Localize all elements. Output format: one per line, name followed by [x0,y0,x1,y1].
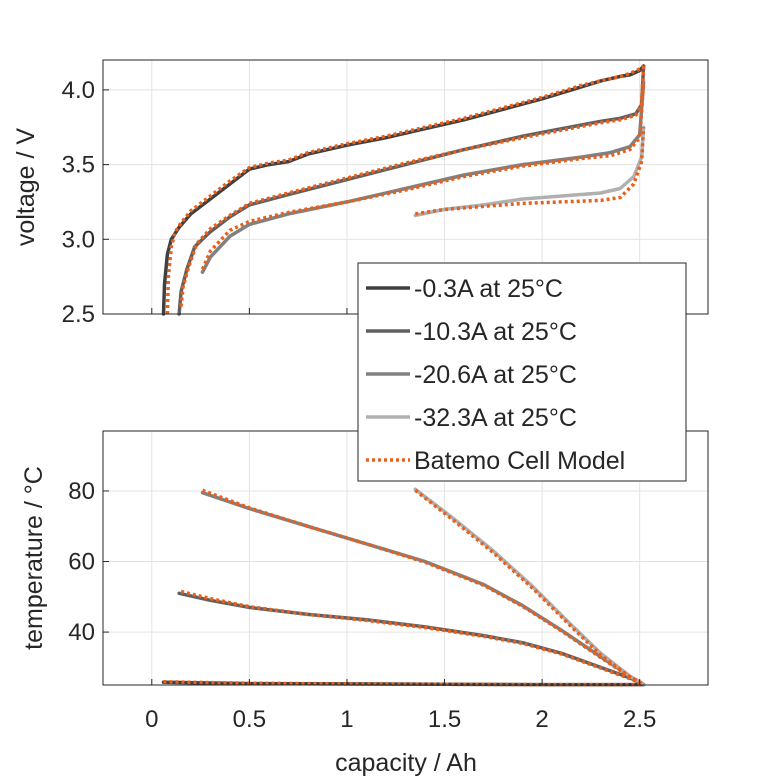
voltage-model-line-3 [200,82,646,270]
x-tick-label: 0.5 [233,706,266,733]
temperature-y-tick-label: 60 [68,549,95,576]
voltage-model-line-1 [165,64,645,315]
temperature-panel: 0 0.5 1 1.5 2 2.5 40 60 80 temperature / °C capa… [20,430,709,777]
temperature-model-line-2 [180,589,645,686]
temperature-model-line-4 [414,488,645,686]
x-tick-label: 2.5 [623,706,656,733]
voltage-series-group [161,64,646,316]
legend-items: -0.3A at 25°C -10.3A at 25°C -20.6A at 25°… [366,275,625,475]
legend-label-0-3a-at-25degc: -0.3A at 25°C [414,275,563,303]
x-tick-label: 2 [535,706,548,733]
temperature-y-tick-label: 40 [68,619,95,646]
temperature-y-axis-label: temperature / °C [20,466,48,650]
voltage-y-tick-label: 2.5 [62,301,95,328]
legend: -0.3A at 25°C -10.3A at 25°C -20.6A at 25°… [357,262,687,482]
voltage-y-axis-label: voltage / V [12,128,40,246]
x-tick-label: 1.5 [428,706,461,733]
voltage-model-line-4 [415,127,646,216]
legend-label-10-3a-at-25degc: -10.3A at 25°C [414,318,577,346]
legend-label-batemo-cell-model: Batemo Cell Model [414,447,625,475]
voltage-y-tick-label: 3.0 [62,226,95,253]
x-tick-label: 1 [340,706,353,733]
capacity-x-axis-label: capacity / Ah [335,749,477,777]
x-tick-label: 0 [145,706,158,733]
legend-box [357,262,687,482]
temperature-y-tick-label: 80 [68,478,95,505]
voltage-y-tick-label: 4.0 [62,77,95,104]
voltage-y-tick-label: 3.5 [62,152,95,179]
temperature-model-line-3 [201,488,645,686]
temperature-tick-labels: 0 0.5 1 1.5 2 2.5 40 60 80 [68,478,656,733]
legend-label-32-3a-at-25degc: -32.3A at 25°C [414,404,577,432]
voltage-model-line-2 [179,65,646,307]
voltage-series-10-3a-at-25degc [177,64,646,316]
legend-label-20-6a-at-25degc: -20.6A at 25°C [414,361,577,389]
